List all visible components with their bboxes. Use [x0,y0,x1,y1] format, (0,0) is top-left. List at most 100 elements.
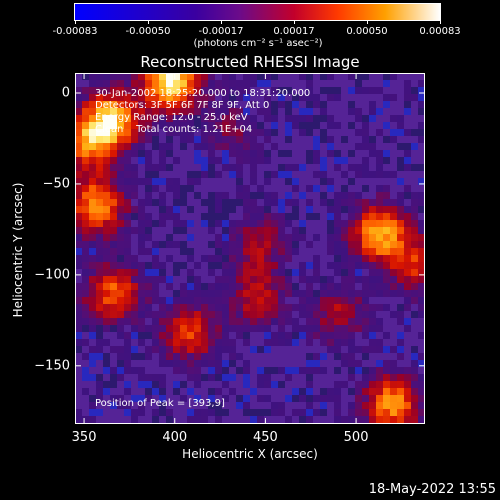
heatmap-cell [348,192,355,199]
heatmap-cell [152,171,159,178]
heatmap-cell [355,115,362,122]
heatmap-cell [271,381,278,388]
heatmap-cell [103,164,110,171]
heatmap-cell [215,332,222,339]
heatmap-cell [222,143,229,150]
heatmap-cell [299,171,306,178]
heatmap-cell [110,276,117,283]
heatmap-cell [110,171,117,178]
heatmap-cell [320,192,327,199]
heatmap-cell [236,171,243,178]
heatmap-cell [187,234,194,241]
heatmap-cell [250,409,257,416]
heatmap-cell [180,255,187,262]
heatmap-cell [131,276,138,283]
heatmap-cell [201,367,208,374]
heatmap-cell [418,248,425,255]
heatmap-cell [285,367,292,374]
heatmap-cell [173,227,180,234]
heatmap-cell [103,178,110,185]
heatmap-cell [320,276,327,283]
heatmap-cell [82,171,89,178]
heatmap-cell [292,262,299,269]
heatmap-cell [124,311,131,318]
y-tick-label: 0 [61,85,70,101]
heatmap-cell [362,199,369,206]
heatmap-cell [117,388,124,395]
heatmap-cell [131,171,138,178]
heatmap-cell [131,269,138,276]
heatmap-cell [159,248,166,255]
heatmap-cell [369,206,376,213]
heatmap-cell [159,122,166,129]
heatmap-cell [124,234,131,241]
heatmap-cell [131,80,138,87]
heatmap-cell [341,311,348,318]
heatmap-cell [250,213,257,220]
heatmap-cell [404,143,411,150]
heatmap-cell [75,255,82,262]
heatmap-cell [320,248,327,255]
heatmap-cell [215,262,222,269]
heatmap-cell [383,290,390,297]
heatmap-cell [131,220,138,227]
heatmap-cell [404,248,411,255]
heatmap-cell [278,255,285,262]
heatmap-cell [152,332,159,339]
heatmap-cell [299,185,306,192]
heatmap-cell [355,73,362,80]
heatmap-cell [285,150,292,157]
heatmap-cell [194,143,201,150]
heatmap-cell [355,290,362,297]
heatmap-cell [348,164,355,171]
heatmap-cell [215,150,222,157]
heatmap-cell [250,311,257,318]
heatmap-cell [117,325,124,332]
heatmap-cell [145,108,152,115]
heatmap-cell [418,255,425,262]
heatmap-cell [362,325,369,332]
heatmap-cell [243,122,250,129]
heatmap-cell [89,360,96,367]
heatmap-cell [96,213,103,220]
heatmap-cell [222,255,229,262]
heatmap-cell [215,87,222,94]
heatmap-cell [110,227,117,234]
heatmap-cell [222,171,229,178]
heatmap-cell [404,416,411,423]
heatmap-cell [243,213,250,220]
heatmap-cell [306,262,313,269]
heatmap-cell [348,290,355,297]
heatmap-cell [341,157,348,164]
heatmap-cell [397,374,404,381]
heatmap-cell [187,388,194,395]
heatmap-cell [334,395,341,402]
heatmap-cell [383,80,390,87]
heatmap-cell [187,402,194,409]
heatmap-cell [131,248,138,255]
heatmap-cell [131,206,138,213]
heatmap-cell [152,290,159,297]
heatmap-cell [299,157,306,164]
heatmap-cell [334,94,341,101]
heatmap-cell [152,367,159,374]
heatmap-cell [180,206,187,213]
heatmap-cell [348,381,355,388]
heatmap-cell [194,248,201,255]
colorbar-tick-mark [221,20,222,24]
heatmap-cell [75,164,82,171]
heatmap-cell [418,374,425,381]
heatmap-cell [348,318,355,325]
heatmap-cell [145,199,152,206]
heatmap-cell [355,94,362,101]
heatmap-cell [124,339,131,346]
heatmap-cell [229,269,236,276]
heatmap-cell [285,297,292,304]
heatmap-cell [292,276,299,283]
heatmap-cell [327,416,334,423]
heatmap-cell [306,325,313,332]
heatmap-cell [271,360,278,367]
heatmap-cell [355,381,362,388]
heatmap-cell [243,115,250,122]
heatmap-cell [271,297,278,304]
